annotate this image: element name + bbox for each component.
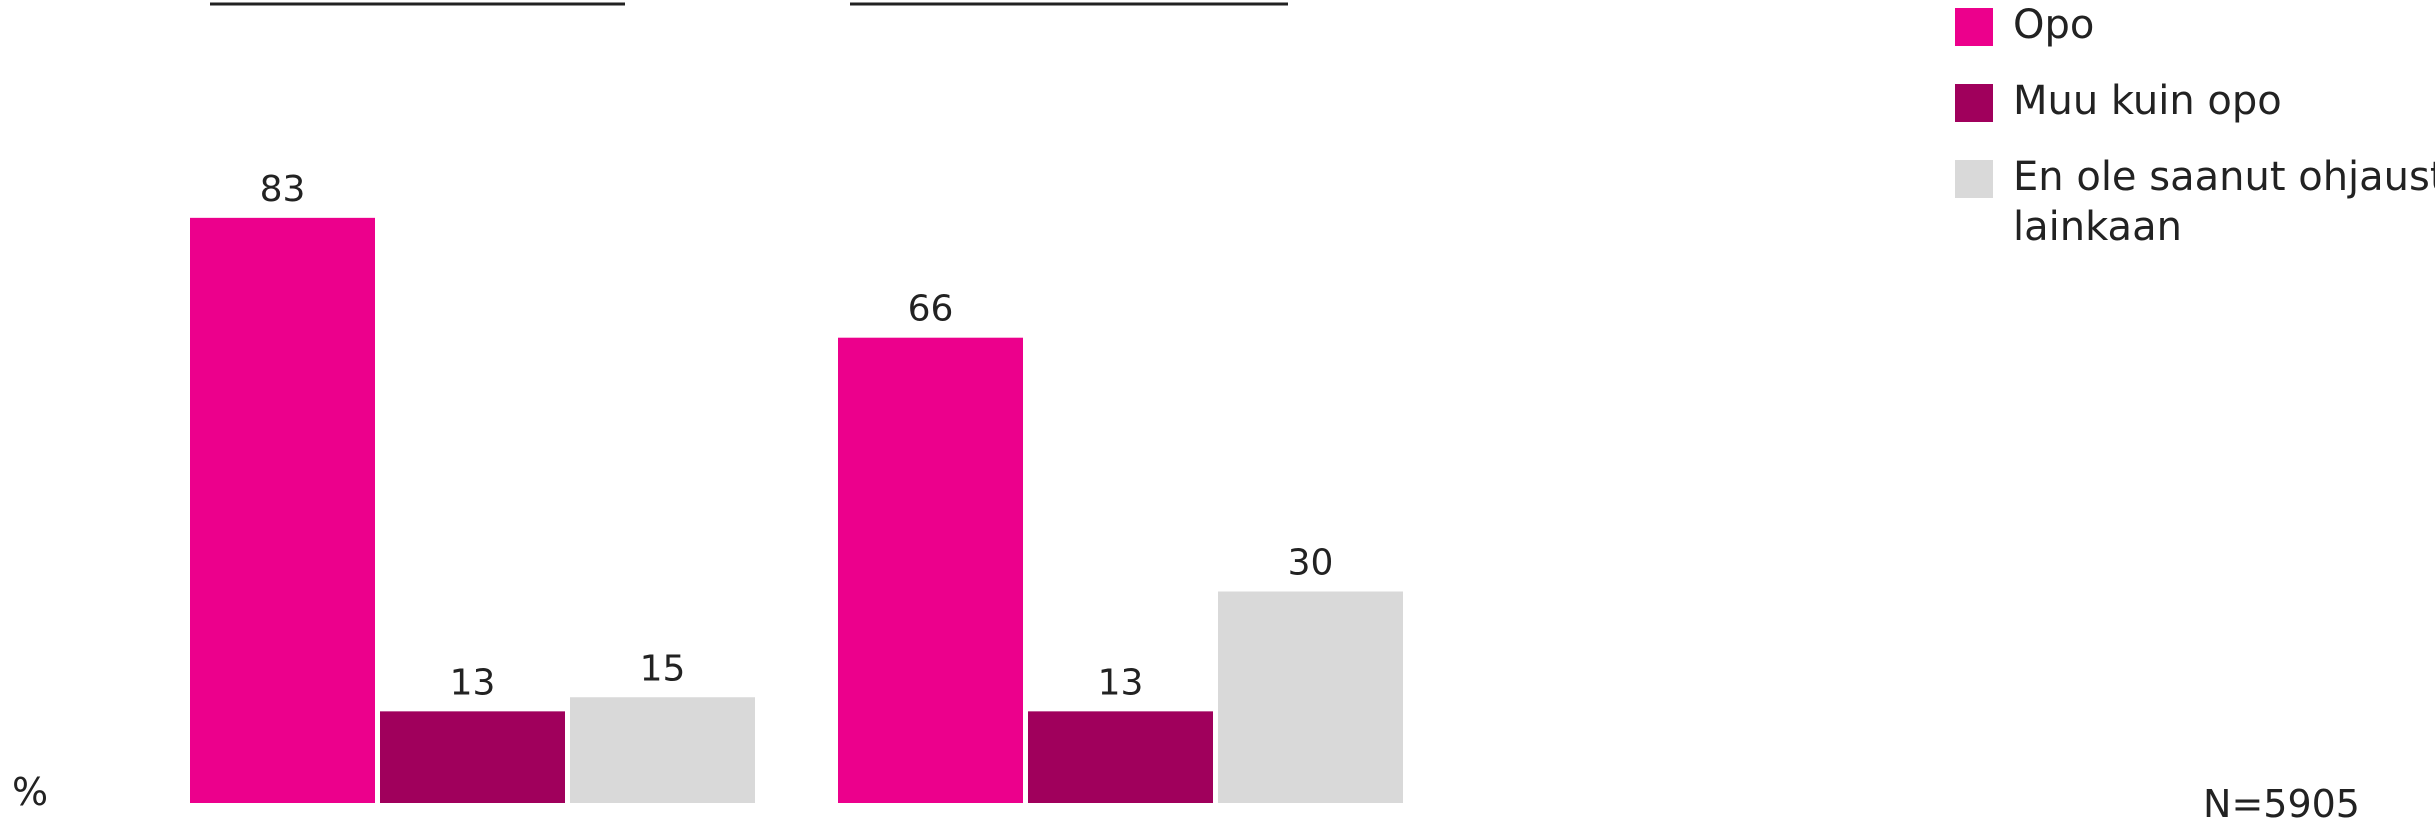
legend-label-muu-kuin-opo: Muu kuin opo [2013, 76, 2435, 126]
bar-2-series-2 [1028, 711, 1213, 803]
bar-1-series-2 [380, 711, 565, 803]
legend-label-ei-ohjausta: En ole saanut ohjausta lainkaan [2013, 152, 2435, 252]
data-label-1-series-2: 13 [450, 662, 496, 703]
legend: Opo Muu kuin opo En ole saanut ohjausta … [1955, 0, 2435, 278]
legend-item-muu-kuin-opo: Muu kuin opo [1955, 76, 2435, 126]
y-unit-label: % [12, 770, 48, 814]
data-label-2-series-1: 66 [908, 289, 954, 330]
legend-label-opo: Opo [2013, 0, 2435, 50]
sample-size-label: N=5905 [2203, 782, 2360, 826]
legend-swatch-opo [1955, 8, 1993, 46]
legend-swatch-ei-ohjausta [1955, 160, 1993, 198]
bar-1-series-3 [570, 697, 755, 803]
bar-2-series-1 [838, 338, 1023, 803]
legend-item-ei-ohjausta: En ole saanut ohjausta lainkaan [1955, 152, 2435, 252]
data-labels-layer: 83 13 15 66 13 30 [260, 169, 1334, 704]
bar-2-series-3 [1218, 592, 1403, 804]
data-label-1-series-3: 15 [640, 648, 686, 689]
legend-swatch-muu-kuin-opo [1955, 84, 1993, 122]
bar-1-series-1 [190, 218, 375, 803]
data-label-1-series-1: 83 [260, 169, 306, 210]
bars-layer [190, 218, 1403, 803]
legend-item-opo: Opo [1955, 0, 2435, 50]
data-label-2-series-3: 30 [1288, 543, 1334, 584]
data-label-2-series-2: 13 [1098, 662, 1144, 703]
